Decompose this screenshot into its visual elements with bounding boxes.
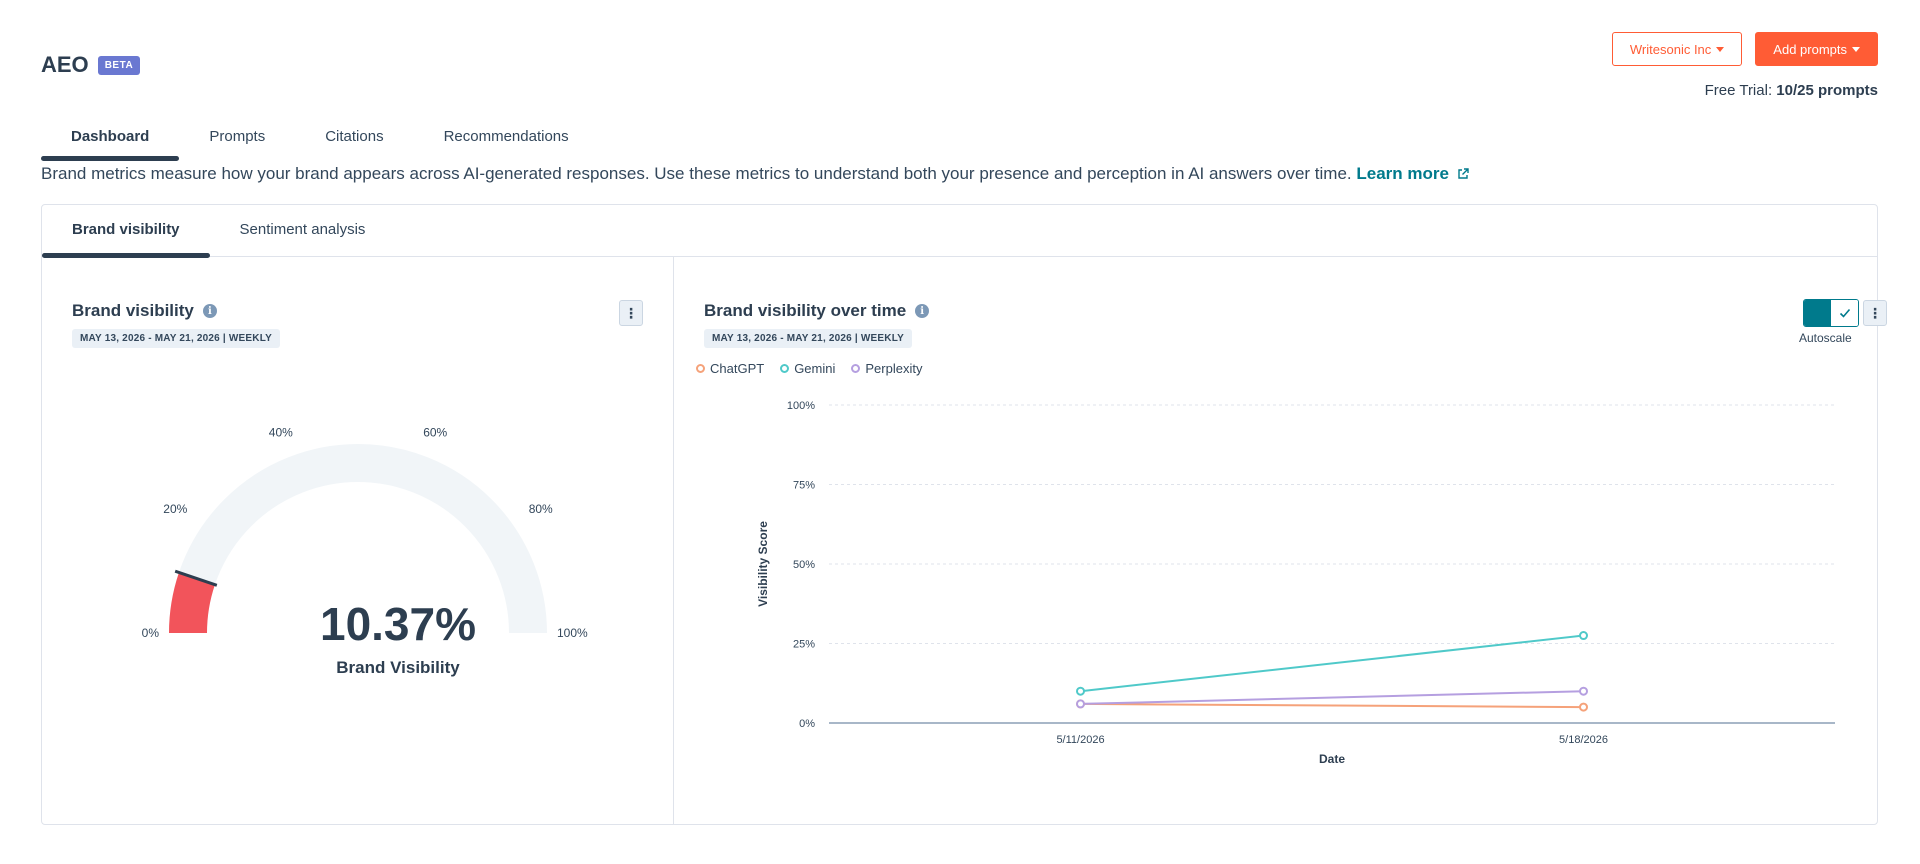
metrics-description: Brand metrics measure how your brand app… bbox=[41, 164, 1469, 184]
chart-menu-button[interactable]: ⋮ bbox=[1863, 300, 1887, 326]
x-axis-label: Date bbox=[1319, 752, 1345, 766]
org-dropdown-button[interactable]: Writesonic Inc bbox=[1611, 32, 1743, 66]
brand-visibility-card: Brand visibility i MAY 13, 2026 - MAY 21… bbox=[42, 257, 674, 824]
gauge-tick-label: 0% bbox=[142, 626, 160, 640]
tab-dashboard[interactable]: Dashboard bbox=[41, 118, 180, 161]
trial-prefix: Free Trial: bbox=[1704, 82, 1773, 99]
series-line-chatgpt bbox=[1080, 702, 1584, 709]
y-axis-label: Visibility Score bbox=[756, 521, 770, 607]
visibility-line-chart: 100% 75% 50% 25% 0% 5/11/2026 5/18/2026 Date Vis… bbox=[756, 400, 1835, 766]
page-header: AEO BETA bbox=[41, 52, 141, 78]
trial-value: 10/25 prompts bbox=[1776, 82, 1878, 99]
chevron-down-icon bbox=[1852, 46, 1860, 52]
chart-card-title: Brand visibility over time i bbox=[704, 301, 930, 321]
legend-marker bbox=[696, 364, 705, 373]
y-tick-label: 50% bbox=[793, 559, 815, 571]
tab-citations[interactable]: Citations bbox=[325, 128, 384, 145]
gauge-value: 10.37% bbox=[319, 598, 476, 650]
gauge-card-title: Brand visibility i bbox=[72, 301, 217, 321]
chart-legend: ChatGPT Gemini Perplexity bbox=[696, 361, 922, 376]
gauge-chart: 0% 20% 40% 60% 80% 100% bbox=[142, 425, 588, 640]
autoscale-toggle[interactable] bbox=[1803, 299, 1859, 327]
visibility-over-time-card: Brand visibility over time i MAY 13, 202… bbox=[674, 257, 1887, 824]
legend-item-chatgpt[interactable]: ChatGPT bbox=[696, 361, 764, 376]
gauge-menu-button[interactable]: ⋮ bbox=[619, 300, 643, 326]
metrics-panel: Brand visibility Sentiment analysis Bran… bbox=[41, 204, 1887, 825]
add-prompts-label: Add prompts bbox=[1773, 41, 1847, 57]
description-text: Brand metrics measure how your brand app… bbox=[41, 164, 1352, 183]
gauge-fill bbox=[169, 572, 216, 634]
legend-item-perplexity[interactable]: Perplexity bbox=[851, 361, 922, 376]
legend-marker bbox=[851, 364, 861, 373]
legend-label: ChatGPT bbox=[710, 361, 765, 376]
tab-brand-visibility[interactable]: Brand visibility bbox=[42, 205, 210, 258]
gauge-tick-label: 40% bbox=[269, 425, 293, 439]
info-icon[interactable]: i bbox=[915, 304, 930, 318]
chart-date-chip: MAY 13, 2026 - MAY 21, 2026 | WEEKLY bbox=[704, 329, 912, 348]
y-tick-label: 25% bbox=[793, 639, 815, 651]
page-title: AEO bbox=[41, 52, 89, 77]
gauge-tick-label: 20% bbox=[163, 502, 187, 516]
gauge-label: Brand Visibility bbox=[336, 658, 460, 677]
gauge-tick-label: 100% bbox=[557, 626, 588, 640]
chart-card-title-text: Brand visibility over time bbox=[704, 301, 907, 320]
legend-item-gemini[interactable]: Gemini bbox=[780, 361, 835, 376]
autoscale-label: Autoscale bbox=[1799, 331, 1852, 345]
gauge-date-chip: MAY 13, 2026 - MAY 21, 2026 | WEEKLY bbox=[72, 329, 280, 348]
x-tick-label: 5/18/2026 bbox=[1559, 734, 1608, 746]
y-tick-label: 100% bbox=[787, 400, 815, 412]
org-dropdown-label: Writesonic Inc bbox=[1629, 41, 1712, 57]
series-line-perplexity bbox=[1080, 690, 1584, 705]
kebab-icon: ⋮ bbox=[1868, 304, 1882, 321]
legend-label: Gemini bbox=[794, 361, 836, 376]
data-point-gemini bbox=[1076, 686, 1085, 696]
free-trial-status: Free Trial: 10/25 prompts bbox=[1705, 82, 1878, 99]
tab-prompts[interactable]: Prompts bbox=[209, 128, 266, 145]
main-tabs: Dashboard Prompts Citations Recommendati… bbox=[41, 118, 599, 161]
top-actions: Writesonic Inc Add prompts bbox=[1611, 32, 1878, 66]
gauge-card-title-text: Brand visibility bbox=[72, 301, 194, 320]
x-tick-label: 5/11/2026 bbox=[1056, 734, 1104, 746]
series-line-gemini bbox=[1080, 634, 1584, 693]
y-tick-label: 75% bbox=[793, 480, 815, 492]
legend-marker bbox=[780, 364, 790, 373]
y-tick-label: 0% bbox=[799, 718, 815, 730]
data-point-perplexity bbox=[1076, 699, 1085, 709]
external-link-icon bbox=[1458, 168, 1469, 179]
toggle-knob bbox=[1831, 300, 1858, 326]
sub-tabs: Brand visibility Sentiment analysis bbox=[42, 205, 1877, 258]
toggle-track bbox=[1804, 300, 1831, 326]
info-icon[interactable]: i bbox=[202, 304, 217, 318]
kebab-icon: ⋮ bbox=[624, 304, 638, 321]
gauge-track bbox=[169, 444, 547, 634]
beta-badge: BETA bbox=[97, 55, 141, 75]
add-prompts-button[interactable]: Add prompts bbox=[1755, 32, 1878, 66]
data-point-gemini bbox=[1579, 631, 1588, 641]
gauge-needle bbox=[174, 569, 218, 587]
data-point-chatgpt bbox=[1579, 702, 1588, 712]
tab-recommendations[interactable]: Recommendations bbox=[443, 128, 569, 145]
tab-sentiment-analysis[interactable]: Sentiment analysis bbox=[239, 221, 366, 238]
learn-more-link[interactable]: Learn more bbox=[1356, 164, 1469, 183]
data-point-perplexity bbox=[1579, 686, 1588, 696]
check-icon bbox=[1839, 308, 1850, 318]
gauge-tick-label: 80% bbox=[529, 502, 553, 516]
chevron-down-icon bbox=[1716, 46, 1725, 52]
gauge-tick-label: 60% bbox=[423, 425, 447, 439]
learn-more-label: Learn more bbox=[1356, 164, 1449, 183]
legend-label: Perplexity bbox=[865, 361, 923, 376]
